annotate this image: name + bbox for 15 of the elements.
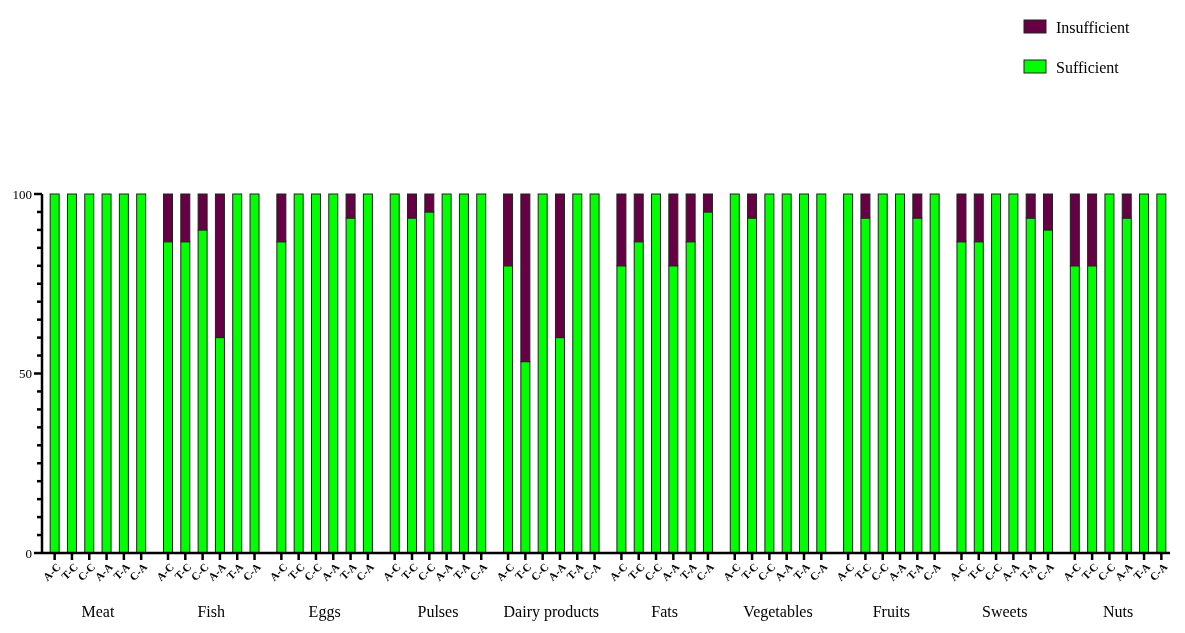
text: Meat (81, 603, 115, 620)
text: Fats (651, 603, 679, 620)
text: Dairy products (503, 603, 600, 621)
text: Eggs (308, 603, 341, 621)
text: Fruits (872, 603, 911, 620)
y-tick-label: 50 (19, 366, 32, 382)
y-tick-label: 100 (12, 186, 32, 202)
text: Fish (197, 603, 226, 620)
text: Nuts (1102, 603, 1134, 620)
text: Sweets (982, 603, 1028, 620)
text: Pulses (417, 603, 459, 620)
legend-label: Insufficient (1056, 18, 1131, 36)
text: Vegetables (743, 603, 813, 621)
y-tick-label: 0 (25, 545, 32, 561)
legend-label: Sufficient (1056, 58, 1120, 76)
